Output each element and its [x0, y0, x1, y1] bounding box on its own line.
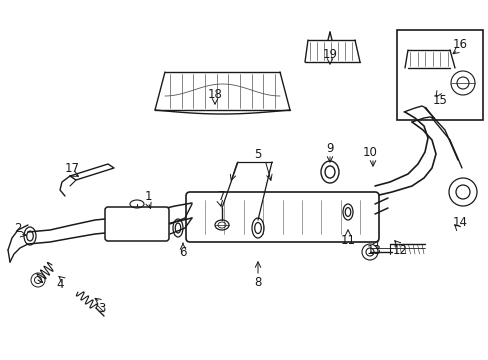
Text: 12: 12 — [392, 243, 407, 256]
Text: 8: 8 — [254, 275, 261, 288]
Text: 2: 2 — [14, 221, 21, 234]
FancyBboxPatch shape — [185, 192, 378, 242]
Text: 3: 3 — [98, 302, 105, 315]
Text: 16: 16 — [451, 37, 467, 50]
Text: 11: 11 — [340, 234, 355, 247]
Text: 14: 14 — [451, 216, 467, 229]
Text: 10: 10 — [362, 145, 377, 158]
Text: 13: 13 — [366, 243, 381, 256]
Text: 7: 7 — [218, 189, 225, 202]
Text: 5: 5 — [254, 148, 261, 161]
Text: 4: 4 — [56, 279, 63, 292]
Bar — [396, 30, 482, 120]
Text: 1: 1 — [144, 189, 151, 202]
Text: 19: 19 — [322, 48, 337, 60]
Text: 15: 15 — [432, 94, 447, 107]
Text: 6: 6 — [179, 246, 186, 258]
Text: 18: 18 — [207, 87, 222, 100]
FancyBboxPatch shape — [105, 207, 169, 241]
Text: 9: 9 — [325, 141, 333, 154]
Text: 17: 17 — [64, 162, 80, 175]
